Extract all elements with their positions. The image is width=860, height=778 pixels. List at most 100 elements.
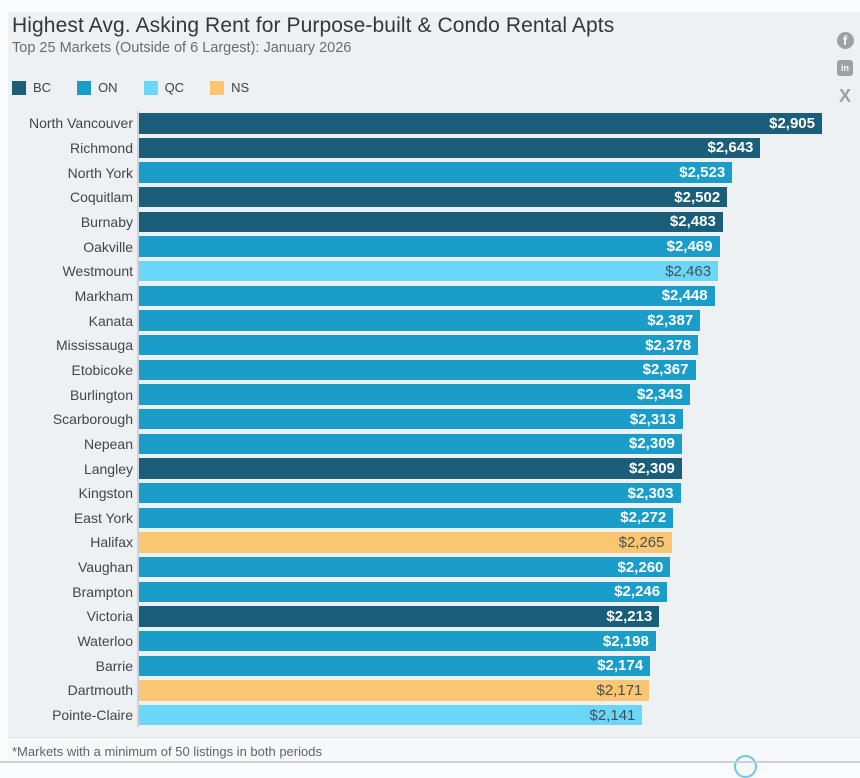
bar-qc[interactable]: $2,141 — [139, 704, 643, 726]
bar-track: $2,343 — [137, 382, 860, 407]
category-label: Mississauga — [55, 337, 133, 354]
bar-on[interactable]: $2,174 — [139, 655, 651, 676]
bar-track: $2,387 — [137, 308, 860, 333]
value-label: $2,905 — [769, 114, 815, 132]
category-label: Victoria — [86, 608, 133, 625]
bar-track: $2,643 — [137, 135, 860, 161]
bar-row: Langley $2,309 — [8, 456, 860, 481]
bar-row: Mississauga $2,378 — [8, 332, 860, 358]
value-label: $2,502 — [674, 188, 721, 206]
value-label: $2,303 — [627, 484, 674, 502]
bar-on[interactable]: $2,313 — [139, 409, 683, 430]
chart-card: Highest Avg. Asking Rent for Purpose-bui… — [8, 12, 860, 737]
category-label: Nepean — [83, 435, 133, 452]
bar-bc[interactable]: $2,502 — [139, 187, 728, 208]
bar-on[interactable]: $2,448 — [139, 285, 715, 307]
bar-on[interactable]: $2,272 — [139, 507, 674, 529]
legend-label: BC — [33, 80, 52, 95]
bar-qc[interactable]: $2,463 — [139, 261, 719, 282]
bar-on[interactable]: $2,309 — [139, 433, 682, 455]
bar-on[interactable]: $2,523 — [139, 162, 733, 183]
bar-on[interactable]: $2,387 — [139, 310, 701, 331]
category-label: Westmount — [62, 263, 133, 280]
bar-track: $2,174 — [137, 653, 860, 679]
value-label: $2,260 — [617, 558, 664, 576]
legend-item-qc[interactable]: QC — [143, 80, 184, 95]
bar-row: Etobicoke $2,367 — [8, 357, 860, 383]
legend-swatch-qc — [143, 80, 158, 95]
chart-subtitle: Top 25 Markets (Outside of 6 Largest): J… — [12, 40, 352, 56]
bar-row: Halifax $2,265 — [8, 530, 860, 555]
bar-bc[interactable]: $2,309 — [139, 458, 682, 479]
bar-bc[interactable]: $2,213 — [139, 606, 660, 627]
bar-row: Scarborough $2,313 — [8, 406, 860, 432]
bar-row: Victoria $2,213 — [8, 604, 860, 629]
linkedin-share-button[interactable]: in — [836, 59, 854, 77]
bar-row: Kingston $2,303 — [8, 480, 860, 506]
bar-track: $2,463 — [137, 258, 860, 284]
bar-track: $2,213 — [137, 604, 860, 629]
bar-row: Kanata $2,387 — [8, 308, 860, 333]
bar-track: $2,246 — [137, 579, 860, 605]
category-label: North York — [67, 164, 133, 181]
share-buttons: f in X — [836, 31, 854, 105]
category-label: Markham — [74, 287, 133, 304]
bar-row: Burlington $2,343 — [8, 382, 860, 407]
bar-on[interactable]: $2,378 — [139, 335, 699, 356]
bar-on[interactable]: $2,303 — [139, 482, 681, 504]
legend: BC ON QC NS — [12, 80, 249, 95]
value-label: $2,523 — [679, 164, 726, 182]
chart-title: Highest Avg. Asking Rent for Purpose-bui… — [12, 14, 615, 37]
value-label: $2,448 — [661, 287, 708, 305]
value-label: $2,272 — [620, 509, 667, 527]
bar-row: Markham $2,448 — [8, 283, 860, 309]
bar-row: Brampton $2,246 — [8, 579, 860, 605]
value-label: $2,265 — [618, 533, 665, 551]
value-label: $2,463 — [665, 262, 712, 280]
bar-row: Waterloo $2,198 — [8, 628, 860, 654]
facebook-share-button[interactable]: f — [836, 31, 854, 49]
bar-track: $2,272 — [137, 505, 860, 531]
bar-track: $2,198 — [137, 628, 860, 654]
legend-item-on[interactable]: ON — [77, 80, 118, 95]
footnote: *Markets with a minimum of 50 listings i… — [12, 744, 322, 759]
bar-track: $2,502 — [137, 184, 860, 210]
bar-on[interactable]: $2,469 — [139, 236, 720, 257]
legend-item-ns[interactable]: NS — [210, 80, 249, 95]
category-label: North Vancouver — [28, 115, 133, 132]
value-label: $2,343 — [637, 386, 683, 404]
bar-ns[interactable]: $2,171 — [139, 680, 650, 701]
bar-on[interactable]: $2,343 — [139, 384, 690, 405]
bar-track: $2,141 — [137, 702, 860, 728]
legend-item-bc[interactable]: BC — [12, 80, 51, 95]
legend-swatch-on — [77, 80, 92, 95]
partially-visible-circle-icon[interactable] — [734, 755, 757, 778]
value-label: $2,313 — [629, 410, 676, 428]
bar-track: $2,448 — [137, 283, 860, 309]
bar-ns[interactable]: $2,265 — [139, 532, 672, 553]
category-label: Langley — [83, 460, 133, 477]
bar-row: Richmond $2,643 — [8, 135, 860, 161]
bar-row: Coquitlam $2,502 — [8, 184, 860, 210]
category-label: Halifax — [90, 534, 133, 551]
value-label: $2,309 — [629, 460, 675, 477]
bar-bc[interactable]: $2,483 — [139, 211, 723, 233]
bar-bc[interactable]: $2,905 — [139, 113, 822, 134]
bar-row: Vaughan $2,260 — [8, 554, 860, 580]
bar-on[interactable]: $2,198 — [139, 630, 656, 652]
bar-track: $2,523 — [137, 160, 860, 185]
value-label: $2,378 — [645, 336, 692, 354]
chart-footer: *Markets with a minimum of 50 listings i… — [8, 737, 860, 763]
category-label: Richmond — [69, 139, 133, 156]
x-share-button[interactable]: X — [836, 87, 854, 105]
value-label: $2,643 — [707, 139, 754, 157]
bar-on[interactable]: $2,260 — [139, 556, 671, 578]
bar-on[interactable]: $2,367 — [139, 359, 696, 381]
bar-bc[interactable]: $2,643 — [139, 137, 761, 159]
bar-row: North York $2,523 — [8, 160, 860, 185]
facebook-icon: f — [836, 31, 854, 49]
bar-on[interactable]: $2,246 — [139, 581, 668, 602]
bar-track: $2,469 — [137, 234, 860, 259]
category-label: Kingston — [78, 485, 133, 502]
bar-track: $2,313 — [137, 406, 860, 432]
